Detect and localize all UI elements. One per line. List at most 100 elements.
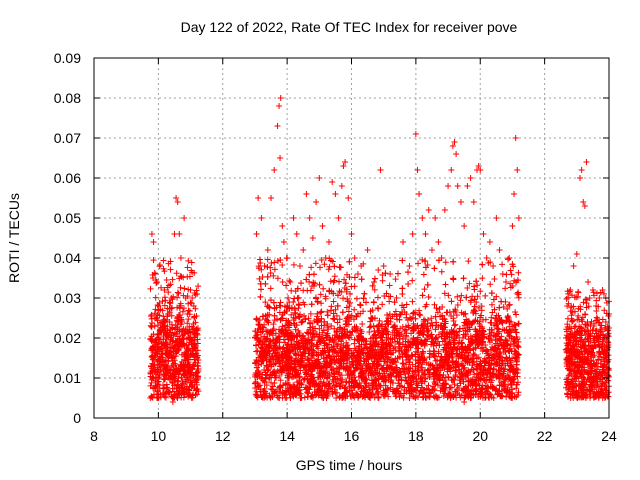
data-point bbox=[160, 265, 167, 272]
data-point bbox=[353, 295, 360, 302]
data-point bbox=[161, 376, 168, 383]
data-point bbox=[187, 379, 194, 386]
data-point bbox=[399, 285, 406, 292]
data-point bbox=[311, 271, 318, 278]
data-point bbox=[291, 295, 298, 302]
points-layer bbox=[147, 95, 612, 405]
data-point bbox=[347, 290, 354, 297]
data-point bbox=[179, 308, 186, 315]
data-point bbox=[425, 294, 432, 301]
data-point bbox=[308, 301, 315, 308]
data-point bbox=[149, 374, 156, 381]
data-point bbox=[351, 274, 358, 281]
data-point bbox=[358, 276, 365, 283]
data-point bbox=[298, 280, 305, 287]
data-point bbox=[379, 301, 386, 308]
data-point bbox=[424, 281, 431, 288]
data-point bbox=[379, 277, 386, 284]
data-point bbox=[386, 282, 393, 289]
data-point bbox=[191, 330, 198, 337]
data-point bbox=[317, 309, 324, 316]
data-point bbox=[290, 299, 297, 306]
data-point bbox=[183, 352, 190, 359]
data-point bbox=[491, 276, 498, 283]
data-point bbox=[174, 294, 181, 301]
data-point bbox=[257, 286, 264, 293]
data-point bbox=[296, 302, 303, 309]
data-point bbox=[195, 356, 202, 363]
data-point bbox=[264, 273, 271, 280]
data-point bbox=[451, 322, 458, 329]
data-point bbox=[160, 257, 167, 264]
data-point bbox=[357, 302, 364, 309]
data-point bbox=[298, 352, 305, 359]
data-point bbox=[267, 285, 274, 292]
data-point bbox=[165, 289, 172, 296]
data-point bbox=[174, 394, 181, 401]
data-point bbox=[321, 261, 328, 268]
data-point bbox=[174, 377, 181, 384]
data-point bbox=[327, 278, 334, 285]
data-point bbox=[174, 315, 181, 322]
data-point bbox=[167, 334, 174, 341]
data-point bbox=[478, 307, 485, 314]
data-point bbox=[161, 393, 168, 400]
data-point bbox=[593, 314, 600, 321]
data-point bbox=[465, 258, 472, 265]
data-point bbox=[166, 350, 173, 357]
data-point bbox=[165, 260, 172, 267]
data-point bbox=[177, 273, 184, 280]
data-point bbox=[162, 370, 169, 377]
data-point bbox=[184, 264, 191, 271]
data-point bbox=[185, 356, 192, 363]
data-point bbox=[149, 336, 156, 343]
data-point bbox=[177, 284, 184, 291]
data-point bbox=[453, 312, 460, 319]
data-point bbox=[332, 306, 339, 313]
data-point bbox=[448, 298, 455, 305]
data-point bbox=[267, 269, 274, 276]
data-point bbox=[194, 325, 201, 332]
data-point bbox=[158, 284, 165, 291]
data-point bbox=[487, 281, 494, 288]
data-point bbox=[317, 264, 324, 271]
data-point bbox=[295, 294, 302, 301]
data-point bbox=[301, 375, 308, 382]
data-point bbox=[154, 317, 161, 324]
data-point bbox=[188, 336, 195, 343]
data-point bbox=[253, 315, 260, 322]
data-point bbox=[175, 343, 182, 350]
data-point bbox=[420, 271, 427, 278]
data-point bbox=[462, 310, 469, 317]
data-point bbox=[339, 309, 346, 316]
data-point bbox=[464, 284, 471, 291]
data-point bbox=[330, 315, 337, 322]
data-point bbox=[180, 335, 187, 342]
data-point bbox=[277, 299, 284, 306]
data-point bbox=[257, 280, 264, 287]
data-point bbox=[189, 375, 196, 382]
data-point bbox=[187, 335, 194, 342]
data-point bbox=[161, 362, 168, 369]
data-point bbox=[367, 323, 374, 330]
data-point bbox=[162, 297, 169, 304]
data-point bbox=[375, 266, 382, 273]
data-point bbox=[361, 290, 368, 297]
data-point bbox=[409, 298, 416, 305]
data-point bbox=[151, 310, 158, 317]
data-point bbox=[384, 311, 391, 318]
data-point bbox=[450, 275, 457, 282]
data-point bbox=[474, 282, 481, 289]
data-point bbox=[438, 268, 445, 275]
data-point bbox=[169, 296, 176, 303]
data-point bbox=[336, 383, 343, 390]
data-point bbox=[149, 355, 156, 361]
data-point bbox=[371, 275, 378, 282]
data-point bbox=[184, 368, 191, 375]
data-point bbox=[147, 322, 154, 329]
data-point bbox=[161, 319, 168, 326]
data-point bbox=[351, 345, 358, 352]
data-point bbox=[371, 328, 378, 335]
data-point bbox=[189, 383, 196, 390]
data-point bbox=[505, 256, 512, 263]
